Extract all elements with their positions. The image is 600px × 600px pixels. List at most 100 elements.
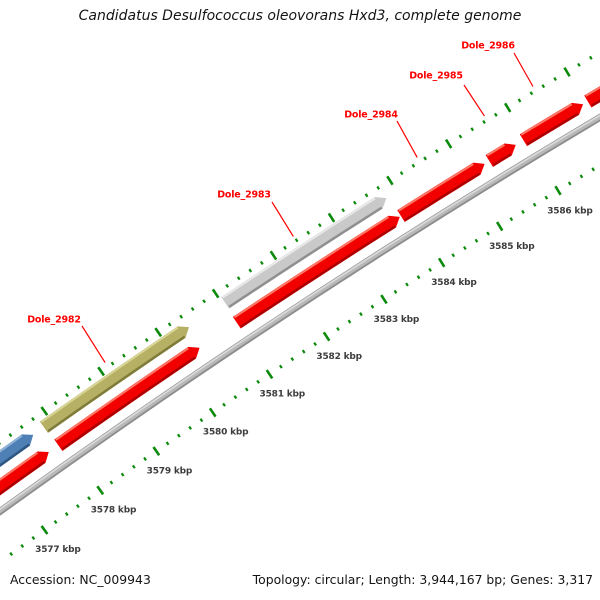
minor-tick-mark-inner-ruler	[131, 464, 136, 469]
minor-tick-mark-inner-ruler	[405, 282, 409, 287]
minor-tick-mark-outer-ruler	[294, 238, 299, 243]
minor-tick-mark-outer-ruler	[259, 260, 264, 265]
minor-tick-mark-inner-ruler	[521, 209, 525, 214]
kbp-tick-label: 3577 kbp	[35, 545, 81, 555]
major-tick-mark-inner-ruler	[437, 257, 446, 268]
minor-tick-mark-outer-ruler	[435, 149, 439, 154]
minor-tick-mark-inner-ruler	[428, 267, 432, 272]
gene-arrow-Dole_2983-bevel-shadow	[240, 225, 396, 328]
gene-label-Dole_2986: Dole_2986	[461, 41, 515, 52]
minor-tick-mark-outer-ruler	[306, 230, 311, 235]
genome-backbone-arc-mid	[0, 114, 600, 514]
major-tick-mark-outer-ruler	[97, 366, 106, 377]
minor-tick-mark-inner-ruler	[279, 364, 283, 369]
minor-tick-mark-inner-ruler	[509, 217, 514, 222]
kbp-tick-label: 3585 kbp	[489, 242, 535, 252]
minor-tick-mark-inner-ruler	[87, 496, 91, 501]
minor-tick-mark-outer-ruler	[65, 393, 69, 398]
minor-tick-mark-inner-ruler	[256, 379, 260, 384]
minor-tick-mark-inner-ruler	[188, 425, 192, 430]
major-tick-mark-outer-ruler	[327, 212, 336, 223]
major-tick-mark-outer-ruler	[563, 66, 571, 77]
major-tick-mark-inner-ruler	[322, 331, 331, 342]
gene-arrow-Dole_2986	[519, 102, 584, 147]
genome-backbone-arc-highlight	[0, 114, 600, 511]
gene-leader-line-Dole_2985	[463, 84, 485, 117]
major-tick-mark-inner-ruler	[380, 294, 388, 305]
minor-tick-mark-inner-ruler	[109, 480, 114, 485]
minor-tick-mark-outer-ruler	[376, 185, 381, 190]
major-tick-mark-outer-ruler	[386, 175, 394, 186]
minor-tick-mark-outer-ruler	[190, 306, 195, 311]
major-tick-mark-outer-ruler	[154, 327, 163, 338]
gene-label-Dole_2982: Dole_2982	[27, 315, 81, 326]
minor-tick-mark-outer-ruler	[31, 417, 35, 422]
cds-feature-cds-olive-bevel-shadow	[47, 335, 186, 433]
gene-arrow-Dole_2986-bevel-highlight	[520, 103, 573, 136]
gene-leader-line-Dole_2984	[396, 120, 418, 158]
gene-arrow-Dole_2984-bevel-shadow	[404, 172, 481, 222]
gene-arrow-Dole_2982	[54, 346, 200, 451]
minor-tick-mark-inner-ruler	[313, 341, 317, 347]
genome-backbone-arc	[0, 113, 600, 516]
gene-arrow-bevel-highlight	[585, 86, 600, 97]
minor-tick-mark-inner-ruler	[451, 253, 456, 258]
kbp-tick-label: 3579 kbp	[147, 466, 193, 476]
minor-tick-mark-outer-ruler	[411, 163, 416, 168]
kbp-tick-label: 3578 kbp	[91, 505, 137, 515]
minor-tick-mark-inner-ruler	[76, 504, 80, 509]
minor-tick-mark-outer-ruler	[8, 433, 13, 438]
minor-tick-mark-inner-ruler	[53, 520, 58, 525]
gene-arrow-bevel-shadow	[0, 460, 46, 496]
major-tick-mark-inner-ruler	[495, 221, 504, 232]
minor-tick-mark-outer-ruler	[53, 401, 58, 406]
minor-tick-mark-outer-ruler	[236, 276, 241, 281]
minor-tick-mark-outer-ruler	[225, 283, 230, 288]
cds-feature-cds-blue-bevel-highlight	[0, 434, 23, 453]
kbp-tick-label: 3581 kbp	[260, 390, 306, 400]
minor-tick-mark-inner-ruler	[301, 349, 306, 354]
minor-tick-mark-outer-ruler	[482, 120, 486, 125]
gene-arrow-Dole_2986-bevel-shadow	[526, 112, 579, 146]
minor-tick-mark-outer-ruler	[19, 425, 24, 430]
figure-title: Candidatus Desulfococcus oleovorans Hxd3…	[78, 8, 522, 24]
minor-tick-mark-outer-ruler	[541, 84, 546, 89]
minor-tick-mark-inner-ruler	[393, 289, 398, 294]
minor-tick-mark-inner-ruler	[165, 441, 170, 446]
kbp-tick-label: 3582 kbp	[316, 352, 362, 362]
gene-arrow-bevel-highlight	[0, 452, 39, 481]
gene-arrow-Dole_2985-bevel-highlight	[486, 144, 506, 157]
gene-arrow-Dole_2982-bevel-highlight	[55, 347, 189, 441]
minor-tick-mark-outer-ruler	[399, 171, 404, 176]
minor-tick-mark-outer-ruler	[423, 156, 427, 161]
minor-tick-mark-outer-ruler	[122, 353, 126, 358]
major-tick-mark-outer-ruler	[444, 138, 453, 149]
minor-tick-mark-outer-ruler	[589, 55, 593, 60]
minor-tick-mark-inner-ruler	[416, 275, 421, 280]
major-tick-mark-inner-ruler	[152, 446, 161, 456]
minor-tick-mark-inner-ruler	[359, 312, 363, 317]
gene-arrow	[584, 86, 600, 108]
minor-tick-mark-outer-ruler	[577, 62, 581, 67]
kbp-tick-label: 3583 kbp	[374, 315, 420, 325]
minor-tick-mark-inner-ruler	[176, 433, 181, 438]
minor-tick-mark-inner-ruler	[474, 238, 479, 243]
minor-tick-mark-outer-ruler	[167, 322, 172, 327]
gene-arrow-bevel-shadow	[590, 99, 600, 107]
gene-arrow-Dole_2983-bevel-highlight	[233, 216, 390, 319]
cds-feature-cds-silver	[221, 197, 387, 309]
major-tick-mark-outer-ruler	[211, 288, 220, 299]
minor-tick-mark-outer-ruler	[470, 127, 475, 132]
cds-feature-cds-silver-bevel-shadow	[228, 206, 383, 308]
minor-tick-mark-inner-ruler	[486, 231, 490, 236]
major-tick-mark-outer-ruler	[269, 250, 278, 261]
minor-tick-mark-outer-ruler	[364, 193, 369, 198]
minor-tick-mark-outer-ruler	[133, 345, 138, 350]
kbp-tick-label: 3586 kbp	[547, 206, 593, 216]
gene-arrow-Dole_2984-bevel-highlight	[398, 163, 474, 212]
gene-label-Dole_2985: Dole_2985	[409, 71, 463, 82]
minor-tick-mark-inner-ruler	[143, 456, 147, 461]
minor-tick-mark-inner-ruler	[532, 202, 537, 207]
